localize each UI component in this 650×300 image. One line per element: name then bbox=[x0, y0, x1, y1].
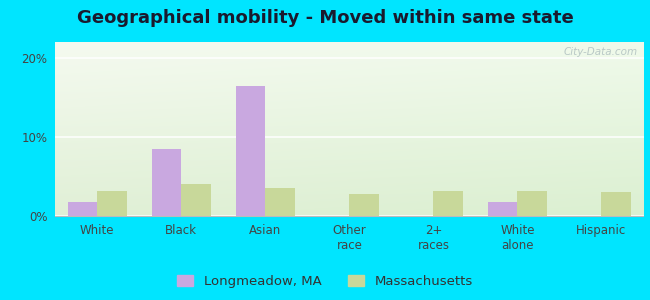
Bar bbox=[152, 149, 181, 216]
Bar bbox=[68, 202, 98, 216]
Bar bbox=[488, 202, 517, 216]
Bar bbox=[236, 85, 265, 216]
Bar bbox=[601, 192, 631, 216]
Bar bbox=[350, 194, 379, 216]
Bar bbox=[517, 191, 547, 216]
Bar bbox=[434, 191, 463, 216]
Legend: Longmeadow, MA, Massachusetts: Longmeadow, MA, Massachusetts bbox=[172, 270, 478, 293]
Bar bbox=[265, 188, 294, 216]
Bar bbox=[98, 191, 127, 216]
Text: City-Data.com: City-Data.com bbox=[564, 47, 638, 57]
Bar bbox=[181, 184, 211, 216]
Text: Geographical mobility - Moved within same state: Geographical mobility - Moved within sam… bbox=[77, 9, 573, 27]
